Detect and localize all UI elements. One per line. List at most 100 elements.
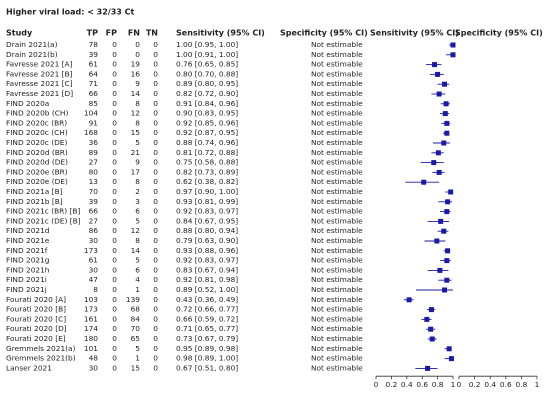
specificity-cell: Not estimable [311, 207, 363, 216]
sensitivity-cell: 0.82 [0.72, 0.90] [176, 89, 238, 98]
sensitivity-cell: 0.84 [0.67, 0.95] [176, 216, 238, 225]
count-cell: 17 [131, 167, 141, 176]
sensitivity-cell: 0.43 [0.36, 0.49] [176, 295, 238, 304]
count-cell: 91 [89, 118, 99, 127]
sensitivity-cell: 0.91 [0.84, 0.96] [176, 99, 238, 108]
count-cell: 0 [153, 226, 158, 235]
count-cell: 0 [112, 334, 117, 343]
study-name: FIND 2020c (CH) [6, 128, 68, 137]
count-cell: 80 [89, 167, 99, 176]
count-cell: 27 [89, 216, 99, 225]
sensitivity-cell: 0.67 [0.51, 0.80] [176, 363, 238, 372]
count-cell: 39 [89, 197, 99, 206]
study-name: Gremmels 2021(b) [6, 354, 76, 363]
count-cell: 0 [153, 60, 158, 69]
count-cell: 12 [131, 109, 140, 118]
count-cell: 0 [153, 89, 158, 98]
study-name: FIND 2020b (CH) [6, 109, 68, 118]
estimate-square [444, 277, 450, 283]
count-cell: 139 [126, 295, 140, 304]
count-cell: 86 [89, 226, 99, 235]
study-name: FIND 2020c (DE) [6, 138, 67, 147]
count-cell: 0 [135, 50, 140, 59]
count-cell: 6 [135, 207, 140, 216]
study-name: FIND 2021f [6, 246, 48, 255]
count-cell: 0 [153, 246, 158, 255]
count-cell: 0 [153, 207, 158, 216]
specificity-cell: Not estimable [311, 344, 363, 353]
study-name: Fourati 2020 [D] [6, 324, 67, 333]
study-name: FIND 2020c (BR) [6, 118, 67, 127]
x-tick-label: 0.2 [469, 380, 481, 389]
specificity-cell: Not estimable [311, 177, 363, 186]
specificity-cell: Not estimable [311, 246, 363, 255]
count-cell: 0 [112, 265, 117, 274]
count-cell: 0 [153, 197, 158, 206]
count-cell: 84 [131, 314, 141, 323]
estimate-square [438, 218, 444, 224]
count-cell: 0 [153, 344, 158, 353]
study-name: FIND 2021h [6, 265, 50, 274]
specificity-cell: Not estimable [311, 109, 363, 118]
study-name: FIND 2021a [B] [6, 187, 63, 196]
study-name: FIND 2021j [6, 285, 47, 294]
specificity-cell: Not estimable [311, 334, 363, 343]
estimate-square [450, 52, 456, 58]
count-cell: 0 [135, 40, 140, 49]
count-cell: 0 [153, 128, 158, 137]
specificity-cell: Not estimable [311, 148, 363, 157]
count-cell: 15 [131, 363, 141, 372]
count-cell: 0 [153, 177, 158, 186]
count-cell: 15 [131, 128, 141, 137]
x-tick-label: 1 [535, 380, 540, 389]
study-name: FIND 2020e (DE) [6, 177, 68, 186]
count-cell: 0 [153, 256, 158, 265]
count-cell: 36 [89, 138, 99, 147]
plot-header: Sensitivity (95% CI) [370, 29, 459, 38]
column-header: FN [128, 29, 140, 38]
sensitivity-cell: 0.73 [0.67, 0.79] [176, 334, 238, 343]
estimate-square [435, 150, 441, 156]
sensitivity-cell: 0.79 [0.63, 0.90] [176, 236, 238, 245]
count-cell: 64 [89, 69, 99, 78]
plot-header: Specificity (95% CI) [455, 29, 543, 38]
study-name: Favresse 2021 [D] [6, 89, 73, 98]
count-cell: 0 [153, 69, 158, 78]
count-cell: 0 [112, 40, 117, 49]
count-cell: 0 [112, 314, 117, 323]
count-cell: 180 [84, 334, 98, 343]
count-cell: 0 [153, 285, 158, 294]
study-name: FIND 2021c (BR) [B] [6, 207, 80, 216]
sensitivity-cell: 0.83 [0.67, 0.94] [176, 265, 238, 274]
study-name: Fourati 2020 [E] [6, 334, 66, 343]
specificity-cell: Not estimable [311, 216, 363, 225]
estimate-square [432, 62, 438, 68]
count-cell: 0 [153, 99, 158, 108]
estimate-square [446, 346, 452, 352]
estimate-square [442, 287, 448, 293]
study-name: FIND 2020e (BR) [6, 167, 68, 176]
count-cell: 103 [84, 295, 98, 304]
count-cell: 0 [153, 138, 158, 147]
count-cell: 0 [112, 128, 117, 137]
sensitivity-cell: 0.92 [0.81, 0.98] [176, 275, 238, 284]
count-cell: 9 [135, 158, 140, 167]
count-cell: 0 [112, 79, 117, 88]
count-cell: 30 [89, 363, 99, 372]
count-cell: 14 [131, 246, 141, 255]
specificity-cell: Not estimable [311, 226, 363, 235]
count-cell: 0 [153, 167, 158, 176]
count-cell: 89 [89, 148, 99, 157]
sensitivity-cell: 0.62 [0.38, 0.82] [176, 177, 238, 186]
count-cell: 0 [153, 305, 158, 314]
count-cell: 0 [153, 265, 158, 274]
estimate-square [448, 356, 454, 362]
count-cell: 0 [112, 99, 117, 108]
specificity-cell: Not estimable [311, 89, 363, 98]
count-cell: 101 [84, 344, 98, 353]
count-cell: 173 [84, 246, 98, 255]
specificity-cell: Not estimable [311, 50, 363, 59]
specificity-cell: Not estimable [311, 79, 363, 88]
sensitivity-cell: 0.92 [0.83, 0.97] [176, 207, 238, 216]
estimate-square [441, 140, 447, 146]
